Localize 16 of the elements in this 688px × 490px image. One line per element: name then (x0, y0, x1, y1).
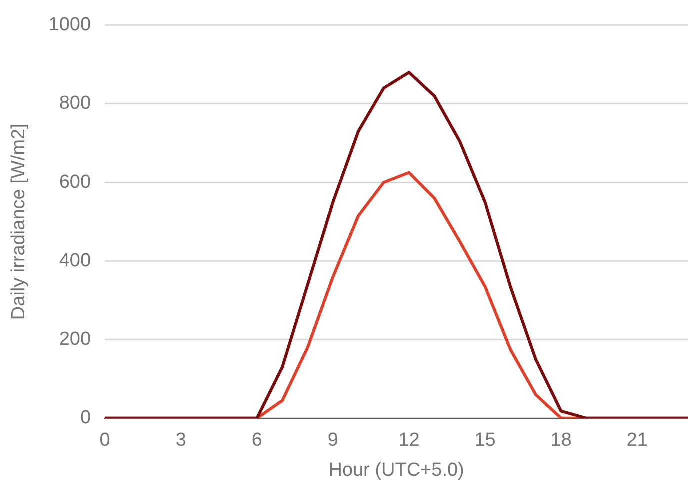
x-tick-label: 15 (474, 430, 496, 452)
x-tick-label: 6 (252, 430, 262, 452)
x-tick-label: 0 (100, 430, 110, 452)
x-axis-title: Hour (UTC+5.0) (328, 460, 464, 481)
y-tick-label: 200 (59, 329, 92, 350)
x-tick-label: 9 (328, 430, 338, 452)
y-tick-label: 1000 (48, 14, 92, 36)
y-tick-label: 400 (59, 250, 92, 272)
y-tick-label: 600 (59, 172, 92, 193)
x-tick-label: 3 (176, 430, 186, 452)
x-tick-label: 21 (626, 430, 648, 452)
x-tick-label: 18 (550, 430, 572, 452)
y-tick-label: 0 (80, 408, 92, 429)
y-axis-title: Daily irradiance [W/m2] (8, 124, 30, 320)
y-tick-label: 800 (59, 93, 92, 114)
x-tick-label: 12 (398, 430, 420, 452)
